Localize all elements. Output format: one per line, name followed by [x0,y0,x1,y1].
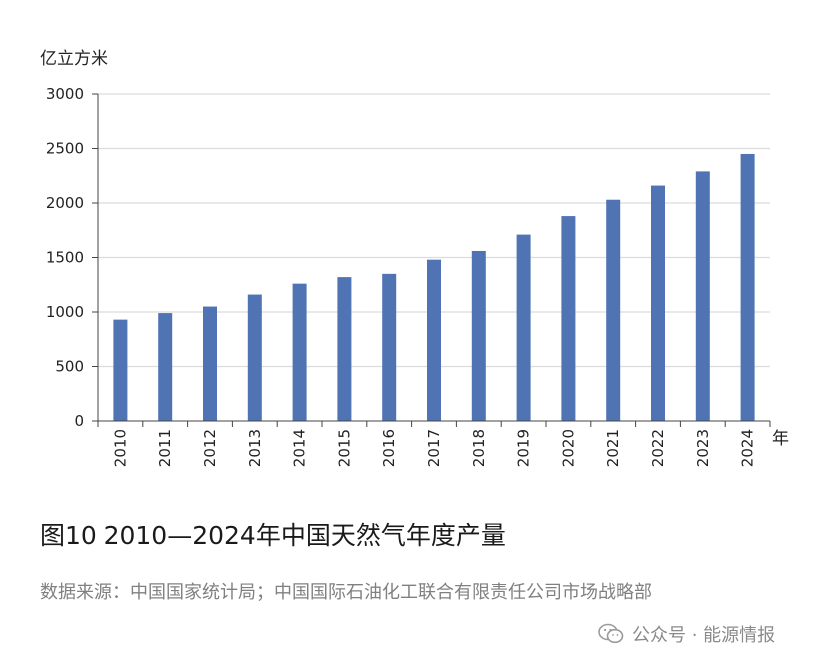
bars [113,153,755,421]
x-tick-label: 2020 [559,429,577,467]
bar-2022 [651,185,665,421]
data-source-note: 数据来源：中国国家统计局；中国国际石油化工联合有限责任公司市场战略部 [40,582,652,603]
figure-caption: 图10 2010—2024年中国天然气年度产量 [40,521,506,550]
x-tick-label: 2011 [156,429,174,467]
bar-2024 [740,153,755,421]
x-tick-label: 2013 [246,429,264,467]
x-tick-label: 2024 [739,429,757,467]
bar-2019 [516,234,531,421]
bar-2013 [247,294,262,421]
bar-2016 [382,273,397,421]
y-tick-label: 3000 [46,85,84,103]
y-axis-ticks: 0 500 1000 1500 2000 2500 3000 [46,85,98,430]
bar-2018 [471,250,486,421]
bar-2023 [695,171,710,421]
x-axis-ticks: 2010 2011 2012 2013 2014 2015 2016 2017 2018 2019… [97,421,771,467]
bar-2017 [427,259,441,421]
bar-2020 [561,216,576,421]
x-tick-label: 2022 [649,429,667,467]
x-tick-label: 2010 [111,429,129,467]
x-tick-label: 2016 [380,429,398,467]
bar-2012 [203,306,217,421]
x-tick-label: 2017 [425,429,443,467]
bar-2021 [606,199,621,421]
x-tick-label: 2021 [604,429,622,467]
x-tick-label: 2012 [201,429,219,467]
bar-2014 [292,283,307,421]
y-tick-label: 0 [74,412,84,430]
watermark-text: 公众号 · 能源情报 [632,625,776,646]
wechat-icon [598,623,624,644]
x-axis-unit: 年 [772,429,789,449]
watermark: 公众号 · 能源情报 [598,622,775,646]
y-tick-label: 2000 [46,194,84,212]
bar-2011 [158,313,173,421]
x-tick-label: 2015 [335,429,353,467]
y-tick-label: 2500 [46,140,84,158]
x-tick-label: 2014 [291,429,309,467]
y-axis-unit: 亿立方米 [40,49,108,69]
y-tick-label: 1500 [46,249,84,267]
bar-2010 [113,319,128,421]
x-tick-label: 2018 [470,429,488,467]
y-tick-label: 1000 [46,303,84,321]
bar-2015 [337,277,352,421]
y-tick-label: 500 [55,358,84,376]
x-tick-label: 2023 [694,429,712,467]
x-tick-label: 2019 [515,429,533,467]
